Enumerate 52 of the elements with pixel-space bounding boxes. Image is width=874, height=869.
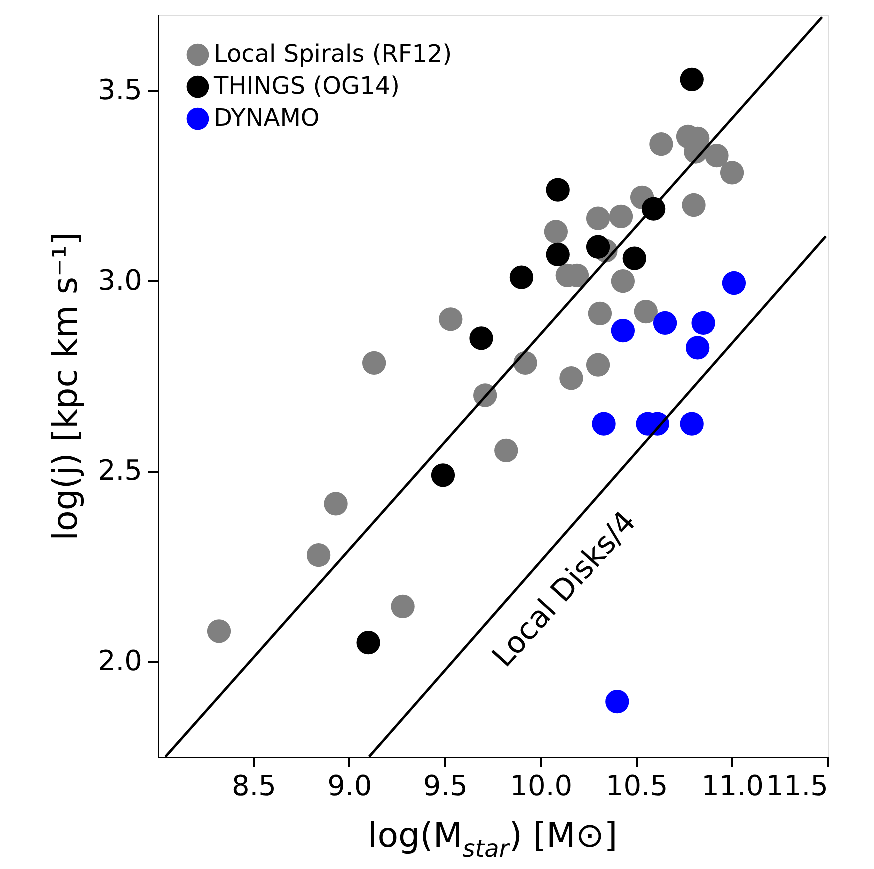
y-axis-title: log(j) [kpc km s⁻¹] [46, 232, 86, 541]
point [609, 204, 634, 228]
point [592, 412, 616, 436]
point [470, 326, 494, 350]
point [611, 319, 636, 343]
point [634, 300, 658, 324]
point [546, 178, 570, 202]
point [362, 351, 386, 375]
point [586, 206, 610, 230]
point [611, 270, 636, 294]
point [514, 351, 538, 375]
y-tick-label: 3.0 [98, 264, 142, 297]
point [431, 464, 456, 488]
point [650, 132, 674, 156]
point [682, 193, 706, 218]
point [720, 161, 744, 185]
point [207, 620, 232, 644]
point [680, 68, 704, 92]
point [324, 492, 348, 516]
point [439, 308, 463, 332]
point [586, 353, 610, 377]
point [680, 412, 704, 436]
point [391, 594, 415, 619]
point [653, 311, 678, 336]
point [586, 235, 610, 259]
x-tick-label: 10.0 [510, 770, 573, 802]
y-tick-label: 3.5 [98, 74, 142, 107]
point [588, 302, 612, 326]
y-tick-label: 2.5 [98, 454, 142, 488]
point [546, 242, 570, 267]
point [306, 544, 331, 568]
y-tick-label: 2.0 [98, 644, 142, 678]
point [510, 266, 534, 290]
point [622, 246, 646, 270]
x-tick-label: 8.5 [232, 770, 276, 802]
x-tick-label: 11.5 [766, 770, 828, 802]
x-tick-label: 9.0 [328, 770, 372, 802]
legend-label: Local Spirals (RF12) [214, 40, 452, 68]
point [705, 144, 729, 168]
x-tick-label: 9.5 [423, 770, 468, 802]
point [606, 690, 630, 714]
point [686, 336, 710, 360]
legend-label: THINGS (OG14) [213, 72, 400, 100]
legend-label: DYNAMO [214, 104, 320, 132]
x-tick-label: 11.0 [702, 770, 764, 802]
point [494, 438, 518, 462]
point [722, 271, 746, 296]
point [544, 220, 568, 244]
point [560, 366, 584, 390]
x-tick-label: 10.5 [606, 770, 668, 802]
point [356, 631, 380, 655]
point [692, 311, 716, 336]
